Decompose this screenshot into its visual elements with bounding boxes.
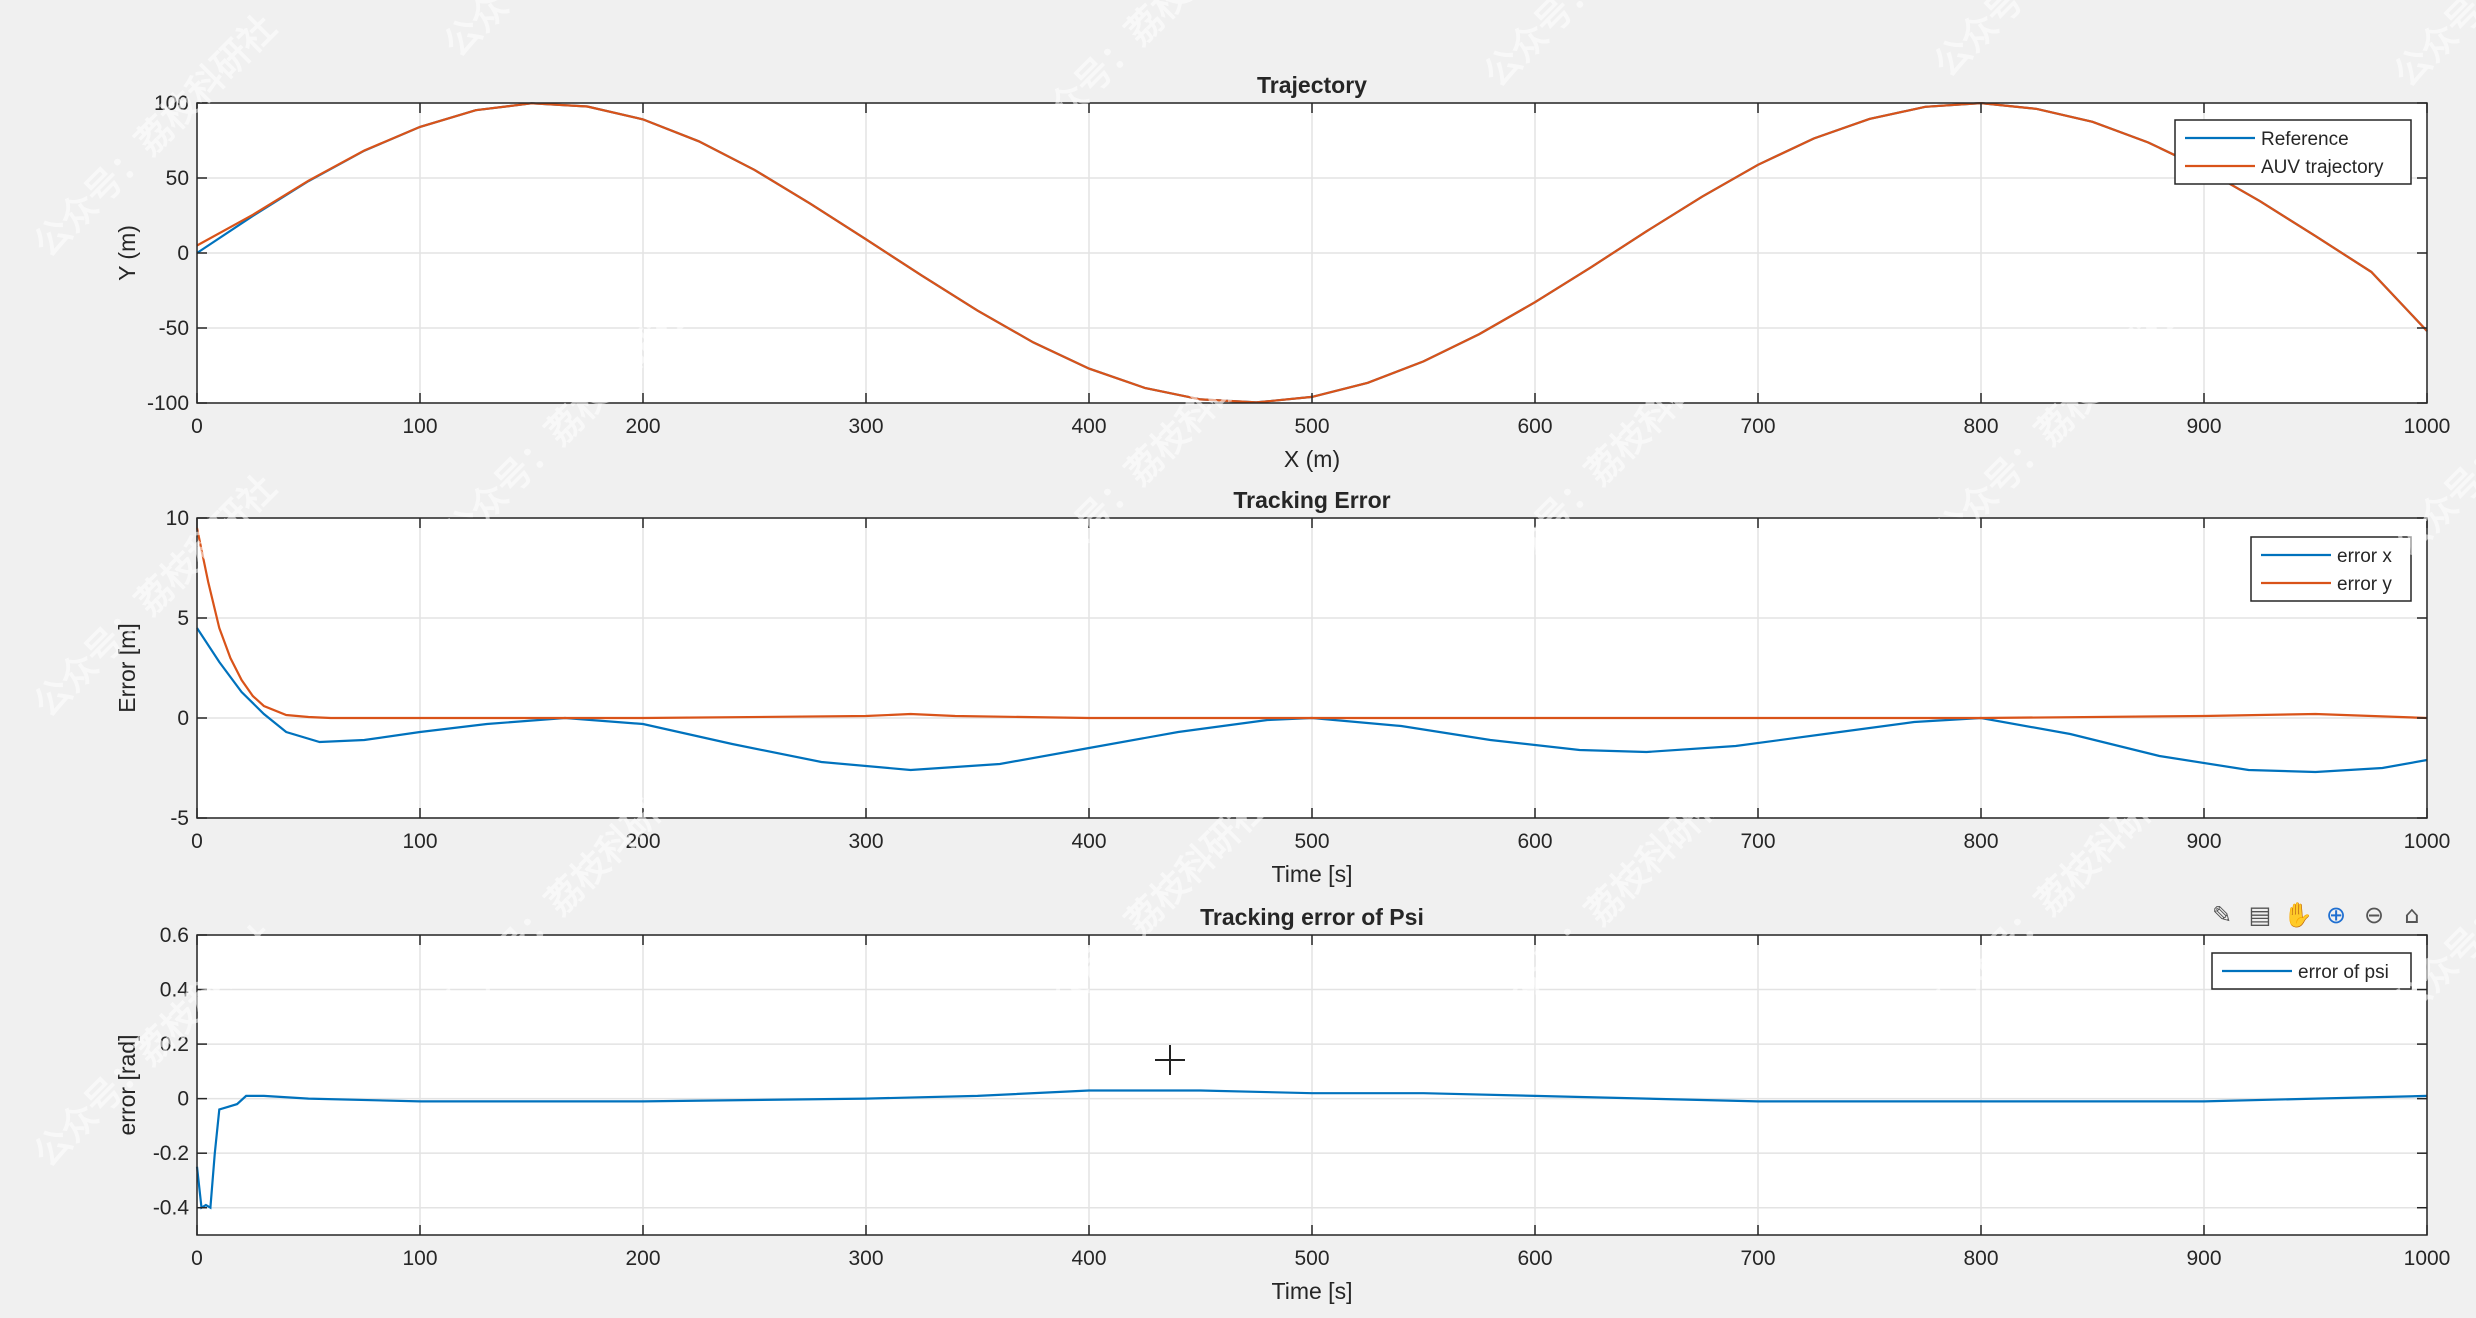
legend-box — [2174, 119, 2412, 185]
y-tick-label: 0 — [177, 242, 189, 265]
x-tick-label: 600 — [1517, 830, 1552, 853]
crosshair-cursor-icon — [1155, 1045, 1185, 1075]
y-tick-label: 0.2 — [160, 1033, 189, 1056]
y-tick-label: -5 — [170, 807, 189, 830]
y-tick-label: 0 — [177, 707, 189, 730]
x-tick-label: 700 — [1740, 830, 1775, 853]
x-tick-label: 700 — [1740, 1247, 1775, 1270]
x-tick-label: 700 — [1740, 415, 1775, 438]
brush-icon[interactable]: ✎ — [2211, 901, 2233, 929]
legend: error x error y — [2250, 536, 2412, 602]
y-tick-label: -100 — [147, 392, 189, 415]
y-axis-label: Y (m) — [114, 225, 140, 281]
x-tick-label: 400 — [1071, 415, 1106, 438]
pan-hand-icon[interactable]: ✋ — [2283, 901, 2313, 929]
y-tick-label: 0.6 — [160, 924, 189, 947]
data-tip-icon[interactable]: ▤ — [2248, 901, 2272, 929]
x-tick-label: 0 — [191, 830, 203, 853]
y-tick-label: 50 — [166, 167, 189, 190]
y-tick-label: -0.2 — [153, 1142, 189, 1165]
x-tick-label: 400 — [1071, 830, 1106, 853]
chart-0: 0 100 200 300 400 500 600 700 800 900 1000 -100 -50 0… — [114, 72, 2450, 472]
x-tick-label: 600 — [1517, 415, 1552, 438]
x-tick-label: 100 — [402, 1247, 437, 1270]
y-tick-label: -0.4 — [153, 1197, 190, 1220]
home-icon[interactable]: ⌂ — [2404, 901, 2420, 929]
legend: Reference AUV trajectory — [2174, 119, 2412, 185]
legend-entry: error y — [2337, 574, 2392, 595]
chart-1: 0 100 200 300 400 500 600 700 800 900 1000-50510Tr… — [114, 487, 2450, 887]
x-tick-label: 300 — [848, 1247, 883, 1270]
zoom-out-icon[interactable]: ⊖ — [2363, 901, 2385, 929]
y-axis-label: error [rad] — [114, 1035, 140, 1136]
legend-entry: error of psi — [2298, 962, 2389, 983]
x-tick-label: 900 — [2186, 1247, 2221, 1270]
y-tick-label: -50 — [159, 317, 189, 340]
x-tick-label: 200 — [625, 415, 660, 438]
chart-title: Trajectory — [1257, 72, 1367, 98]
x-tick-label: 300 — [848, 415, 883, 438]
x-tick-label: 300 — [848, 830, 883, 853]
x-tick-label: 1000 — [2404, 830, 2451, 853]
legend-box — [2250, 536, 2412, 602]
legend-entry: Reference — [2261, 129, 2349, 150]
series-line-error-y — [195, 527, 2428, 720]
x-tick-label: 500 — [1294, 830, 1329, 853]
y-tick-label: 0 — [177, 1088, 189, 1111]
series-line-error-x — [196, 627, 2428, 774]
chart-title: Tracking error of Psi — [1200, 904, 1424, 930]
x-tick-label: 800 — [1963, 415, 1998, 438]
x-tick-label: 200 — [625, 830, 660, 853]
x-axis-label: X (m) — [1284, 446, 1340, 472]
chart-title: Tracking Error — [1233, 487, 1390, 513]
zoom-in-icon[interactable]: ⊕ — [2325, 901, 2347, 929]
x-tick-label: 0 — [191, 1247, 203, 1270]
x-axis-label: Time [s] — [1272, 861, 1353, 887]
axes-toolbar: ✎ ▤ ✋ ⊕ ⊖ ⌂ — [2205, 897, 2445, 933]
y-tick-label: 5 — [177, 607, 189, 630]
legend: error of psi — [2211, 952, 2412, 990]
x-tick-label: 400 — [1071, 1247, 1106, 1270]
x-axis-label: Time [s] — [1272, 1278, 1353, 1304]
x-tick-label: 100 — [402, 415, 437, 438]
legend-entry: error x — [2337, 546, 2392, 567]
x-tick-label: 1000 — [2404, 1247, 2451, 1270]
x-tick-label: 900 — [2186, 415, 2221, 438]
y-tick-label: 0.4 — [160, 979, 190, 1002]
chart-2: 0 100 200 300 400 500 600 700 800 900 1000 -0.4 -0.2… — [114, 904, 2450, 1304]
x-tick-label: 500 — [1294, 1247, 1329, 1270]
y-tick-label: 10 — [166, 507, 189, 530]
x-tick-label: 900 — [2186, 830, 2221, 853]
x-tick-label: 100 — [402, 830, 437, 853]
x-tick-label: 1000 — [2404, 415, 2451, 438]
legend-entry: AUV trajectory — [2261, 157, 2384, 178]
x-tick-label: 200 — [625, 1247, 660, 1270]
x-tick-label: 800 — [1963, 1247, 1998, 1270]
x-tick-label: 0 — [191, 415, 203, 438]
x-tick-label: 800 — [1963, 830, 1998, 853]
y-axis-label: Error [m] — [114, 623, 140, 712]
y-tick-label: 100 — [154, 92, 189, 115]
series-line-error-of-psi — [195, 1089, 2428, 1210]
x-tick-label: 500 — [1294, 415, 1329, 438]
x-tick-label: 600 — [1517, 1247, 1552, 1270]
